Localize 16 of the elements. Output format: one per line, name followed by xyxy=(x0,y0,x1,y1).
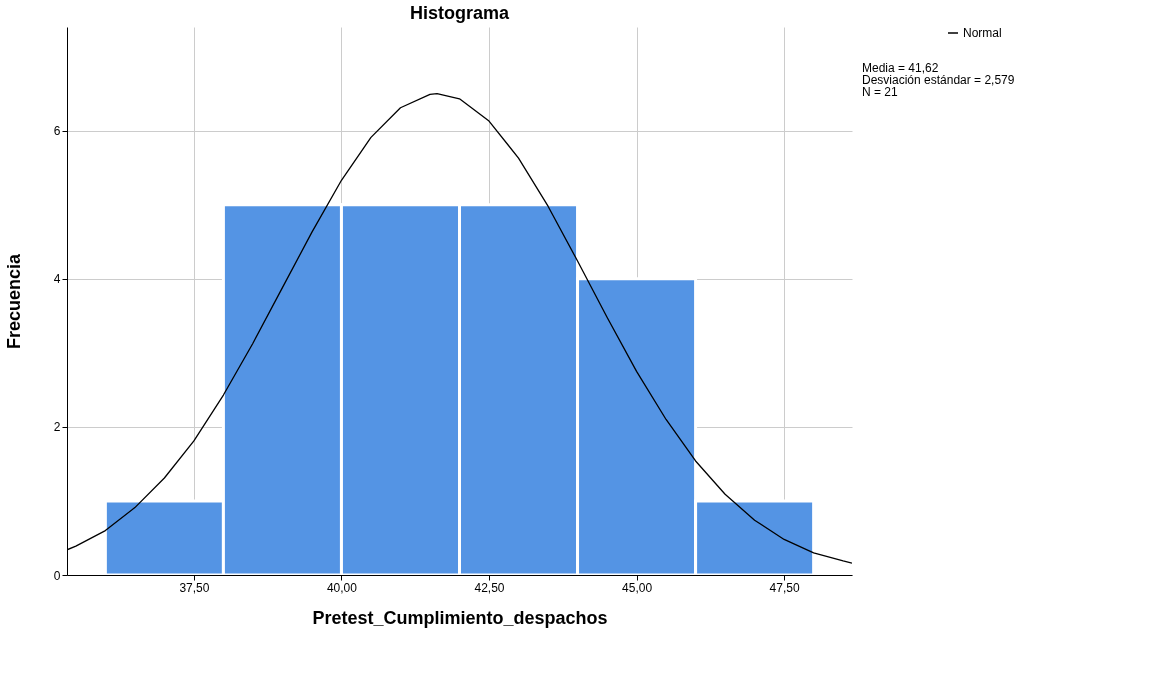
y-tick-label: 2 xyxy=(53,420,61,435)
x-axis-title: Pretest_Cumplimiento_despachos xyxy=(312,607,608,628)
x-tick-label: 37,50 xyxy=(179,580,210,595)
text: N = 21 xyxy=(862,85,899,99)
x-tick-label: 40,00 xyxy=(326,580,358,595)
text: Media = 41,62 xyxy=(862,61,939,75)
x-tick-label: 42,50 xyxy=(474,580,505,595)
text: Desviación estándar = 2,579 xyxy=(862,73,1015,87)
x-tick-label: 47,50 xyxy=(769,580,800,595)
y-tick-label: 6 xyxy=(53,124,61,139)
y-axis-title: Frecuencia xyxy=(3,252,24,350)
y-tick-label: 4 xyxy=(53,272,61,287)
y-tick-label: 0 xyxy=(53,568,61,583)
x-tick-label: 45,00 xyxy=(622,580,653,595)
chart-title: Histograma xyxy=(409,3,510,23)
legend-label: Normal xyxy=(963,26,1002,40)
